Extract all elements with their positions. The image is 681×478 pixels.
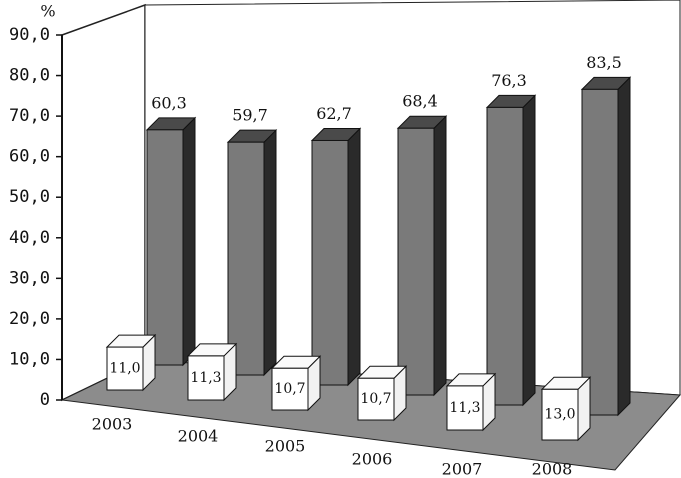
y-tick-label: 20,0	[9, 309, 50, 329]
value-label: 60,3	[151, 93, 187, 112]
bar-side	[182, 116, 196, 367]
bar	[397, 127, 435, 396]
x-tick-label: 2008	[532, 460, 573, 478]
bar-side	[263, 128, 277, 377]
bar	[227, 141, 265, 376]
cube	[446, 385, 484, 431]
bar	[581, 88, 619, 416]
x-tick-label: 2007	[442, 460, 483, 478]
cube-label: 10,7	[274, 381, 305, 397]
bar-side	[347, 127, 361, 387]
x-tick-label: 2006	[352, 450, 393, 469]
y-tick-label: 60,0	[9, 147, 50, 167]
bar-side	[433, 115, 447, 397]
y-tick-label: 10,0	[9, 349, 50, 369]
cube-label: 10,7	[360, 391, 391, 407]
y-tick-label: 30,0	[9, 268, 50, 288]
y-tick-label: 40,0	[9, 228, 50, 248]
cube-label: 13,0	[544, 407, 575, 423]
bar-side	[617, 76, 631, 417]
value-label: 76,3	[491, 71, 527, 90]
bar	[146, 129, 184, 366]
x-tick-label: 2003	[92, 415, 133, 434]
cube	[271, 367, 309, 411]
cube	[541, 388, 579, 441]
bar	[311, 139, 349, 386]
value-label: 68,4	[402, 92, 438, 111]
value-label: 83,5	[586, 53, 622, 72]
y-tick-label: 90,0	[9, 25, 50, 45]
cube	[106, 346, 144, 391]
value-label: 62,7	[316, 104, 352, 123]
x-tick-label: 2004	[178, 427, 219, 446]
cube	[187, 355, 225, 401]
y-axis-label: %	[40, 2, 55, 21]
value-label: 59,7	[232, 106, 268, 125]
x-tick-label: 2005	[265, 437, 306, 456]
cube-label: 11,3	[449, 400, 480, 416]
cube-label: 11,3	[190, 370, 221, 386]
y-tick-label: 70,0	[9, 106, 50, 126]
y-tick-label: 0	[40, 390, 50, 410]
y-tick-label: 80,0	[9, 66, 50, 86]
bar-side	[522, 94, 536, 407]
cube-label: 11,0	[109, 361, 140, 377]
cube	[357, 377, 395, 421]
y-tick-label: 50,0	[9, 187, 50, 207]
bar	[486, 106, 524, 406]
